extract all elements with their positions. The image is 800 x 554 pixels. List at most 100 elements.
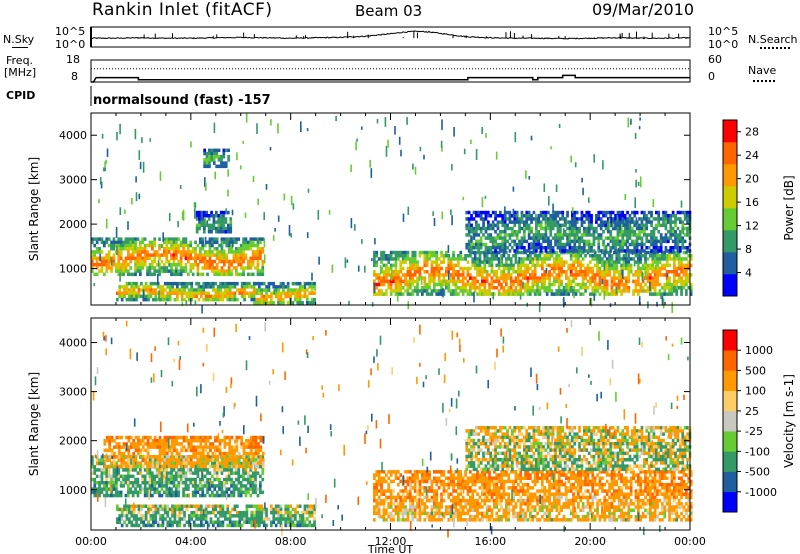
power-cell — [473, 254, 477, 258]
power-cell — [195, 291, 198, 295]
power-cell — [188, 288, 191, 292]
power-cell — [623, 239, 627, 244]
velocity-cell — [192, 455, 195, 459]
power-cell — [601, 263, 604, 268]
power-cell — [482, 220, 485, 224]
power-speck — [335, 116, 337, 122]
velocity-cell — [136, 465, 140, 469]
power-cell — [230, 240, 233, 245]
power-cell — [658, 257, 662, 261]
power-speck — [204, 236, 207, 245]
power-cell — [567, 276, 571, 280]
power-cell — [519, 286, 523, 290]
power-cell — [404, 260, 407, 264]
velocity-cell — [261, 468, 265, 472]
velocity-cell — [105, 468, 109, 472]
power-speck — [257, 198, 259, 205]
power-cell — [568, 236, 572, 240]
velocity-cell — [199, 451, 203, 456]
velocity-cell — [175, 484, 178, 488]
power-cell — [676, 217, 680, 221]
power-cell — [524, 273, 527, 277]
velocity-cell — [254, 435, 258, 440]
power-cell — [644, 289, 647, 293]
velocity-cell — [135, 504, 138, 508]
power-cell — [204, 297, 208, 302]
power-cell — [649, 279, 652, 284]
velocity-cell — [206, 477, 209, 482]
power-cell — [247, 259, 250, 264]
velocity-cell — [257, 435, 260, 440]
power-cell — [445, 286, 448, 290]
power-cell — [132, 288, 136, 292]
power-cell — [689, 254, 693, 258]
velocity-cell — [218, 448, 222, 453]
velocity-cell — [213, 455, 217, 459]
power-cell — [665, 260, 669, 264]
velocity-cell — [170, 455, 174, 459]
power-cell — [259, 240, 262, 245]
power-cell — [520, 210, 524, 215]
velocity-cell — [237, 490, 241, 495]
power-cell — [208, 158, 211, 162]
power-cell — [681, 236, 685, 240]
power-cell — [204, 291, 208, 295]
velocity-cell — [249, 448, 253, 453]
power-cell — [511, 214, 514, 218]
power-cell — [506, 226, 509, 231]
power-cell — [189, 253, 193, 257]
power-cell — [639, 266, 643, 271]
velocity-cell — [128, 517, 131, 521]
power-cell — [482, 217, 485, 221]
power-cell — [129, 266, 133, 270]
power-cell — [560, 292, 563, 296]
power-cell — [661, 254, 664, 258]
velocity-cell — [232, 484, 236, 488]
power-cell — [277, 291, 280, 295]
power-cell — [513, 230, 517, 234]
power-cell — [136, 237, 140, 241]
velocity-cell — [155, 481, 159, 485]
power-cell — [153, 256, 157, 261]
power-cell — [172, 256, 176, 261]
velocity-cell — [233, 461, 236, 465]
power-cell — [413, 263, 417, 268]
power-cell — [583, 239, 586, 244]
power-cell — [597, 249, 601, 253]
velocity-cell — [247, 471, 250, 475]
power-cell — [260, 288, 264, 292]
power-cell — [411, 266, 415, 271]
power-cell — [658, 270, 662, 274]
power-speck — [223, 249, 225, 259]
power-cell — [651, 279, 655, 284]
power-cell — [537, 217, 541, 221]
power-speck — [104, 168, 106, 172]
velocity-cell — [201, 435, 205, 440]
velocity-cell — [208, 471, 212, 475]
power-cell — [440, 250, 443, 255]
velocity-cell — [242, 455, 246, 459]
velocity-cell — [143, 468, 147, 472]
velocity-cell — [232, 493, 236, 498]
power-cell — [177, 263, 181, 267]
power-cell — [127, 247, 130, 251]
power-cell — [561, 249, 565, 253]
power-cell — [677, 260, 681, 264]
power-cell — [664, 210, 668, 215]
power-cell — [308, 301, 312, 305]
power-cell — [466, 270, 470, 274]
velocity-cell — [144, 510, 148, 515]
power-cell — [615, 282, 619, 287]
power-cell — [491, 223, 495, 228]
power-cell — [664, 214, 668, 218]
power-cell — [487, 249, 490, 253]
power-cell — [254, 256, 257, 261]
power-cell — [473, 250, 477, 255]
power-cell — [499, 236, 502, 240]
power-cell — [501, 223, 505, 228]
power-cell — [643, 233, 646, 237]
power-cell — [568, 239, 572, 244]
velocity-cell — [134, 464, 138, 469]
power-cell — [117, 263, 121, 267]
velocity-cell — [93, 471, 97, 475]
